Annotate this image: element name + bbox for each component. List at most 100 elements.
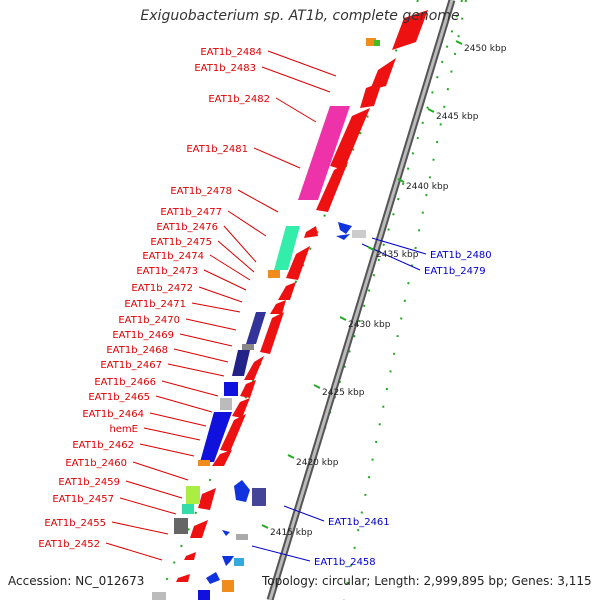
- gene-label-left: EAT1b_2473: [136, 266, 198, 277]
- gene-box-orange: [198, 460, 210, 466]
- gene-label-left: EAT1b_2474: [142, 251, 204, 262]
- gene-label-left: EAT1b_2459: [58, 477, 120, 488]
- leader-line: [203, 269, 247, 291]
- gene-label-left: hemE: [109, 424, 138, 435]
- gene-label-right: EAT1b_2479: [424, 266, 486, 277]
- accession-text: Accession: NC_012673: [8, 574, 145, 588]
- gene-arrow-red: [176, 574, 190, 582]
- gene-box-gray: [220, 398, 232, 410]
- gene-features: [152, 10, 428, 600]
- gene-box-lime: [186, 486, 200, 504]
- leader-line: [267, 50, 337, 77]
- scale-label: 2425 kbp: [322, 388, 365, 398]
- scale-tick: [427, 108, 435, 113]
- scale-label: 2420 kbp: [296, 458, 339, 468]
- gene-arrow-blue: [206, 572, 220, 584]
- leader-line: [253, 147, 301, 169]
- gene-arrow-red: [190, 520, 208, 538]
- gene-arrow-red: [304, 226, 318, 238]
- leader-line: [191, 302, 241, 313]
- leader-line: [119, 497, 177, 515]
- gene-arrow-red: [240, 380, 256, 398]
- gene-label-left: EAT1b_2464: [82, 409, 144, 420]
- leader-line: [149, 412, 207, 427]
- gene-box-gray: [352, 230, 366, 238]
- gene-label-left: EAT1b_2467: [100, 360, 162, 371]
- gene-label-left: EAT1b_2477: [160, 207, 222, 218]
- gene-arrow-red: [220, 414, 246, 452]
- gene-box-orange: [268, 270, 280, 278]
- leader-line: [139, 443, 195, 457]
- gene-label-left: EAT1b_2478: [170, 186, 232, 197]
- gene-box-blue: [200, 412, 232, 462]
- leader-line: [111, 521, 169, 535]
- gene-arrow-red: [212, 450, 232, 466]
- gene-label-left: EAT1b_2457: [52, 494, 114, 505]
- guide-dots: [343, 0, 467, 600]
- gene-label-left: EAT1b_2471: [124, 299, 186, 310]
- leader-line: [179, 333, 233, 347]
- scale-label: 2430 kbp: [348, 320, 391, 330]
- scale-tick: [313, 384, 321, 389]
- gene-box-gray: [152, 592, 166, 600]
- gene-box-cyan: [234, 558, 244, 566]
- gene-label-left: EAT1b_2469: [112, 330, 174, 341]
- scale-label: 2435 kbp: [376, 250, 419, 260]
- scale-tick: [397, 178, 405, 183]
- gene-arrow-red: [370, 58, 396, 90]
- gene-label-left: EAT1b_2455: [44, 518, 106, 529]
- gene-arrow-blue: [222, 530, 230, 536]
- leader-line: [237, 189, 279, 213]
- gene-label-left: EAT1b_2466: [94, 377, 156, 388]
- gene-arrow-red: [286, 246, 310, 280]
- gene-box-navy: [232, 350, 250, 376]
- scale-tick: [261, 524, 269, 529]
- gene-label-left: EAT1b_2476: [156, 222, 218, 233]
- leader-line: [173, 348, 229, 363]
- leader-line: [223, 225, 257, 263]
- gene-label-left: EAT1b_2483: [194, 63, 256, 74]
- gene-label-right: EAT1b_2480: [430, 250, 492, 261]
- leader-line: [251, 545, 311, 562]
- gene-arrow-red: [260, 312, 284, 354]
- left-gene-labels: EAT1b_2484 EAT1b_2483 EAT1b_2482 EAT1b_2481…: [38, 47, 337, 561]
- gene-arrow-red: [360, 82, 382, 108]
- dotted-guides: [157, 0, 467, 600]
- gene-arrow-red: [270, 300, 286, 314]
- leader-line: [143, 427, 201, 441]
- gene-arrow-red: [278, 282, 296, 300]
- leader-line: [371, 237, 427, 255]
- gene-arrow-red: [184, 552, 196, 560]
- leader-line: [105, 542, 163, 561]
- scale-tick: [455, 40, 463, 45]
- leader-line: [261, 66, 331, 93]
- leader-line: [209, 254, 251, 281]
- gene-arrow-red: [244, 356, 264, 380]
- gene-label-right: EAT1b_2458: [314, 557, 376, 568]
- gene-arrow-red: [330, 108, 370, 170]
- gene-box-navy: [246, 312, 266, 344]
- gene-label-left: EAT1b_2482: [208, 94, 270, 105]
- leader-line: [167, 363, 225, 377]
- gene-arrow-red: [198, 488, 216, 510]
- scale-labels: 2450 kbp 2445 kbp 2440 kbp 2435 kbp 2430 kbp…: [261, 40, 507, 538]
- leader-line: [185, 318, 237, 331]
- leader-line: [217, 240, 255, 273]
- gene-label-left: EAT1b_2472: [131, 283, 193, 294]
- gene-label-left: EAT1b_2481: [186, 144, 248, 155]
- gene-arrow-blue: [234, 480, 250, 502]
- gene-label-left: EAT1b_2468: [106, 345, 168, 356]
- gene-label-left: EAT1b_2475: [150, 237, 212, 248]
- gene-box-navy: [252, 488, 266, 506]
- leader-line: [227, 210, 267, 237]
- gene-arrow-blue: [338, 222, 352, 234]
- gene-label-left: EAT1b_2484: [200, 47, 262, 58]
- gene-arrow-blue: [336, 234, 350, 240]
- gene-box-orange: [366, 38, 376, 46]
- gene-box-orange: [222, 580, 234, 592]
- gene-label-right: EAT1b_2461: [328, 517, 390, 528]
- scale-tick: [339, 316, 347, 321]
- topology-text: Topology: circular; Length: 2,999,895 bp…: [262, 574, 592, 588]
- gene-box-gray: [174, 518, 188, 534]
